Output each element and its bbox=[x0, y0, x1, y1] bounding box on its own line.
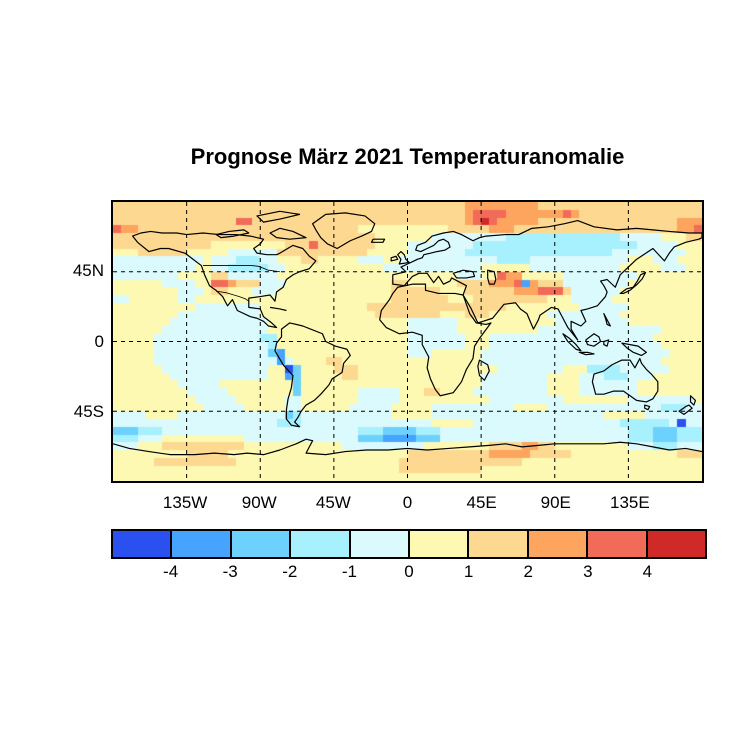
coast-new-zealand-south bbox=[679, 405, 692, 414]
coast-australia bbox=[592, 359, 657, 402]
x-axis-tick-label: 135E bbox=[610, 493, 650, 512]
coast-borneo bbox=[586, 334, 601, 346]
colorbar-tick-label: -1 bbox=[341, 562, 357, 581]
coast-philippines bbox=[604, 314, 611, 326]
x-axis-tick-label: 45W bbox=[315, 493, 351, 512]
colorbar-segment bbox=[348, 531, 409, 557]
colorbar-tick-label: 2 bbox=[523, 562, 533, 581]
coast-java bbox=[579, 352, 594, 354]
y-axis-tick-label: 45N bbox=[72, 260, 104, 280]
coast-south-america bbox=[275, 323, 350, 427]
colorbar-segment bbox=[586, 531, 646, 557]
coast-ellesmere-island bbox=[257, 211, 300, 222]
colorbar-segment bbox=[467, 531, 527, 557]
colorbar-tick-label: 0 bbox=[404, 562, 414, 581]
coast-greenland bbox=[313, 213, 375, 249]
coast-africa bbox=[380, 284, 491, 396]
colorbar-tick-label: -2 bbox=[282, 562, 298, 581]
border-us-mexico bbox=[216, 291, 249, 301]
colorbar-tick-label: 4 bbox=[642, 562, 653, 581]
x-axis-tick-label: 135W bbox=[162, 493, 208, 512]
coast-black-sea bbox=[453, 270, 474, 278]
colorbar-tick-label: -4 bbox=[163, 562, 179, 581]
coast-victoria-island bbox=[216, 230, 249, 238]
gridlines bbox=[113, 202, 702, 481]
border-us-canada bbox=[203, 266, 280, 272]
coast-sumatra bbox=[563, 334, 581, 351]
colorbar-tick-label: 3 bbox=[583, 562, 593, 581]
coast-ireland bbox=[391, 256, 398, 261]
coast-sulawesi bbox=[604, 340, 609, 346]
colorbar bbox=[111, 529, 707, 559]
coast-cuba bbox=[270, 307, 286, 310]
map-overlay bbox=[113, 202, 702, 481]
y-axis-tick-label: 45S bbox=[73, 402, 104, 422]
x-axis-tick-label: 0 bbox=[402, 493, 413, 512]
colorbar-segment bbox=[289, 531, 349, 557]
x-axis-tick-label: 90E bbox=[540, 493, 571, 512]
coast-antarctica bbox=[113, 439, 702, 455]
colorbar-segment bbox=[229, 531, 290, 557]
y-axis-tick-label: 0 bbox=[94, 331, 104, 351]
coast-madagascar bbox=[478, 360, 489, 380]
colorbar-segment bbox=[526, 531, 587, 557]
coast-tasmania bbox=[645, 405, 650, 410]
x-axis-tick-label: 45E bbox=[466, 493, 497, 512]
map-plot-area bbox=[111, 200, 704, 483]
colorbar-segment bbox=[113, 531, 171, 557]
coast-caspian-sea bbox=[488, 270, 496, 284]
colorbar-tick-label: -3 bbox=[222, 562, 238, 581]
x-axis-tick-label: 90W bbox=[241, 493, 277, 512]
coastlines bbox=[113, 211, 702, 454]
coast-iceland bbox=[372, 239, 385, 242]
coast-baffin-island bbox=[270, 228, 306, 239]
country-borders bbox=[203, 266, 280, 302]
coast-britain bbox=[398, 252, 409, 264]
colorbar-tick-label: 1 bbox=[463, 562, 474, 581]
coast-new-guinea bbox=[622, 343, 647, 355]
colorbar-segment bbox=[170, 531, 230, 557]
coast-north-america bbox=[133, 231, 316, 327]
colorbar-segment bbox=[645, 531, 706, 557]
chart-title: Prognose März 2021 Temperaturanomalie bbox=[190, 144, 625, 169]
coast-japan bbox=[620, 273, 645, 294]
coast-new-zealand-north bbox=[691, 396, 696, 405]
coast-eurasia bbox=[393, 221, 702, 340]
colorbar-segment bbox=[408, 531, 468, 557]
